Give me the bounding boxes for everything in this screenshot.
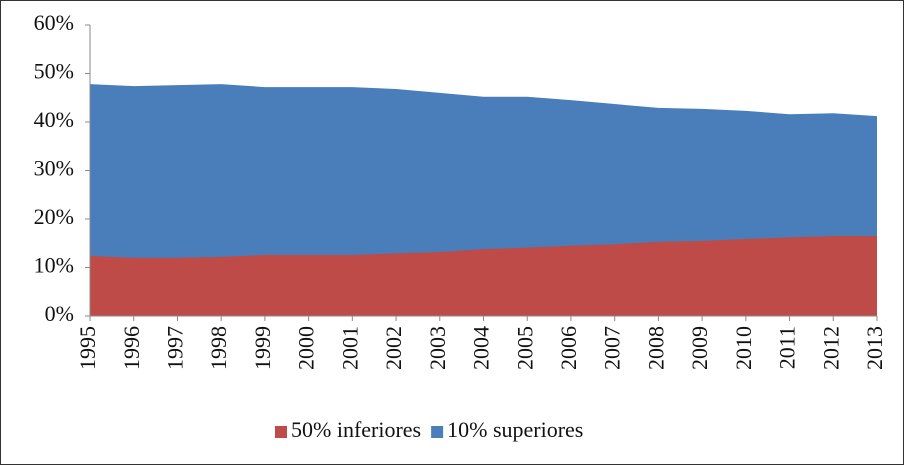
legend-swatch	[275, 426, 287, 438]
y-tick-label: 0%	[45, 301, 74, 326]
legend-label: 50% inferiores	[291, 417, 421, 442]
x-tick-label: 2007	[600, 326, 625, 370]
y-tick-label: 20%	[34, 204, 74, 229]
x-tick-label: 1995	[75, 326, 100, 370]
x-tick-label: 2003	[425, 326, 450, 370]
x-tick-label: 2002	[381, 326, 406, 370]
x-tick-label: 1996	[119, 326, 144, 370]
x-tick-label: 2013	[862, 326, 887, 370]
y-tick-label: 30%	[34, 156, 74, 181]
x-tick-label: 2010	[731, 326, 756, 370]
x-tick-label: 2008	[643, 326, 668, 370]
y-tick-label: 40%	[34, 107, 74, 132]
y-tick-label: 50%	[34, 59, 74, 84]
x-tick-label: 1997	[162, 326, 187, 370]
x-tick-label: 2001	[337, 326, 362, 370]
y-tick-label: 60%	[34, 10, 74, 35]
x-tick-label: 2005	[512, 326, 537, 370]
x-tick-label: 1999	[250, 326, 275, 370]
x-tick-label: 2011	[775, 326, 800, 369]
x-tick-label: 2012	[818, 326, 843, 370]
y-tick-label: 10%	[34, 253, 74, 278]
legend-label: 10% superiores	[447, 417, 583, 442]
x-tick-label: 2000	[294, 326, 319, 370]
x-tick-label: 2004	[469, 326, 494, 370]
x-tick-label: 1998	[206, 326, 231, 370]
x-tick-label: 2009	[687, 326, 712, 370]
x-tick-label: 2006	[556, 326, 581, 370]
area	[90, 235, 877, 316]
legend-swatch	[431, 426, 444, 438]
